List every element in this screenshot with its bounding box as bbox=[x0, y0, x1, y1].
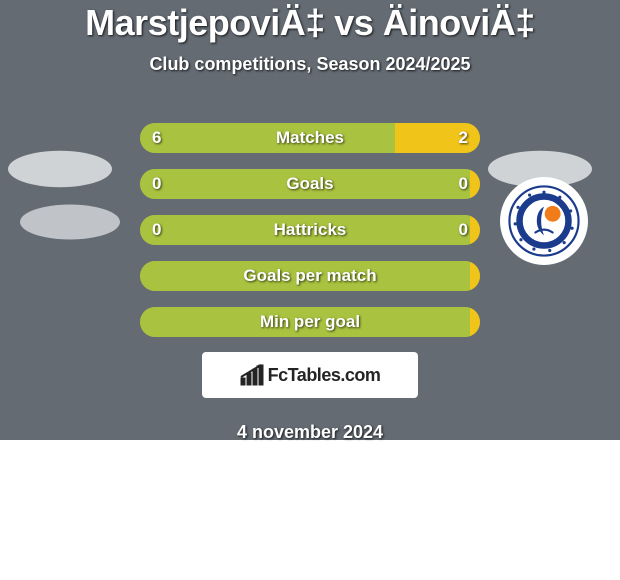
brand-text: FcTables.com bbox=[268, 365, 381, 386]
stat-bar-label: Matches bbox=[140, 123, 480, 153]
club-badge-right bbox=[500, 177, 588, 265]
stat-bar-right-value: 0 bbox=[459, 169, 468, 199]
stat-bar: Goals0 0 bbox=[140, 169, 480, 199]
stat-bar-label: Hattricks bbox=[140, 215, 480, 245]
date-label: 4 november 2024 bbox=[0, 422, 620, 443]
silhouette-ellipse bbox=[8, 151, 112, 187]
bar-chart-icon bbox=[240, 364, 264, 386]
stat-bar: Matches6 2 bbox=[140, 123, 480, 153]
stat-bar-right-value: 0 bbox=[459, 215, 468, 245]
stat-bar-label: Goals per match bbox=[140, 261, 480, 291]
brand-logo[interactable]: FcTables.com bbox=[202, 352, 418, 398]
brand-logo-text: FcTables.com bbox=[240, 364, 381, 386]
stat-bar: Min per goal bbox=[140, 307, 480, 337]
page-title: MarstjepoviÄ‡ vs ÄinoviÄ‡ bbox=[0, 2, 620, 44]
stat-bars: Matches62Goals00Hattricks00Goals per mat… bbox=[140, 123, 480, 353]
silhouette-ellipse bbox=[20, 205, 120, 240]
stat-bar: Goals per match bbox=[140, 261, 480, 291]
subtitle: Club competitions, Season 2024/2025 bbox=[0, 54, 620, 75]
stat-bar-left-value: 6 bbox=[152, 123, 161, 153]
club-badge-icon bbox=[508, 185, 580, 257]
stat-bar: Hattricks0 0 bbox=[140, 215, 480, 245]
stat-bar-label: Goals bbox=[140, 169, 480, 199]
stat-bar-left-value: 0 bbox=[152, 169, 161, 199]
comparison-card: MarstjepoviÄ‡ vs ÄinoviÄ‡ Club competiti… bbox=[0, 0, 620, 440]
stat-bar-right-value: 2 bbox=[459, 123, 468, 153]
stat-bar-left-value: 0 bbox=[152, 215, 161, 245]
stat-bar-label: Min per goal bbox=[140, 307, 480, 337]
